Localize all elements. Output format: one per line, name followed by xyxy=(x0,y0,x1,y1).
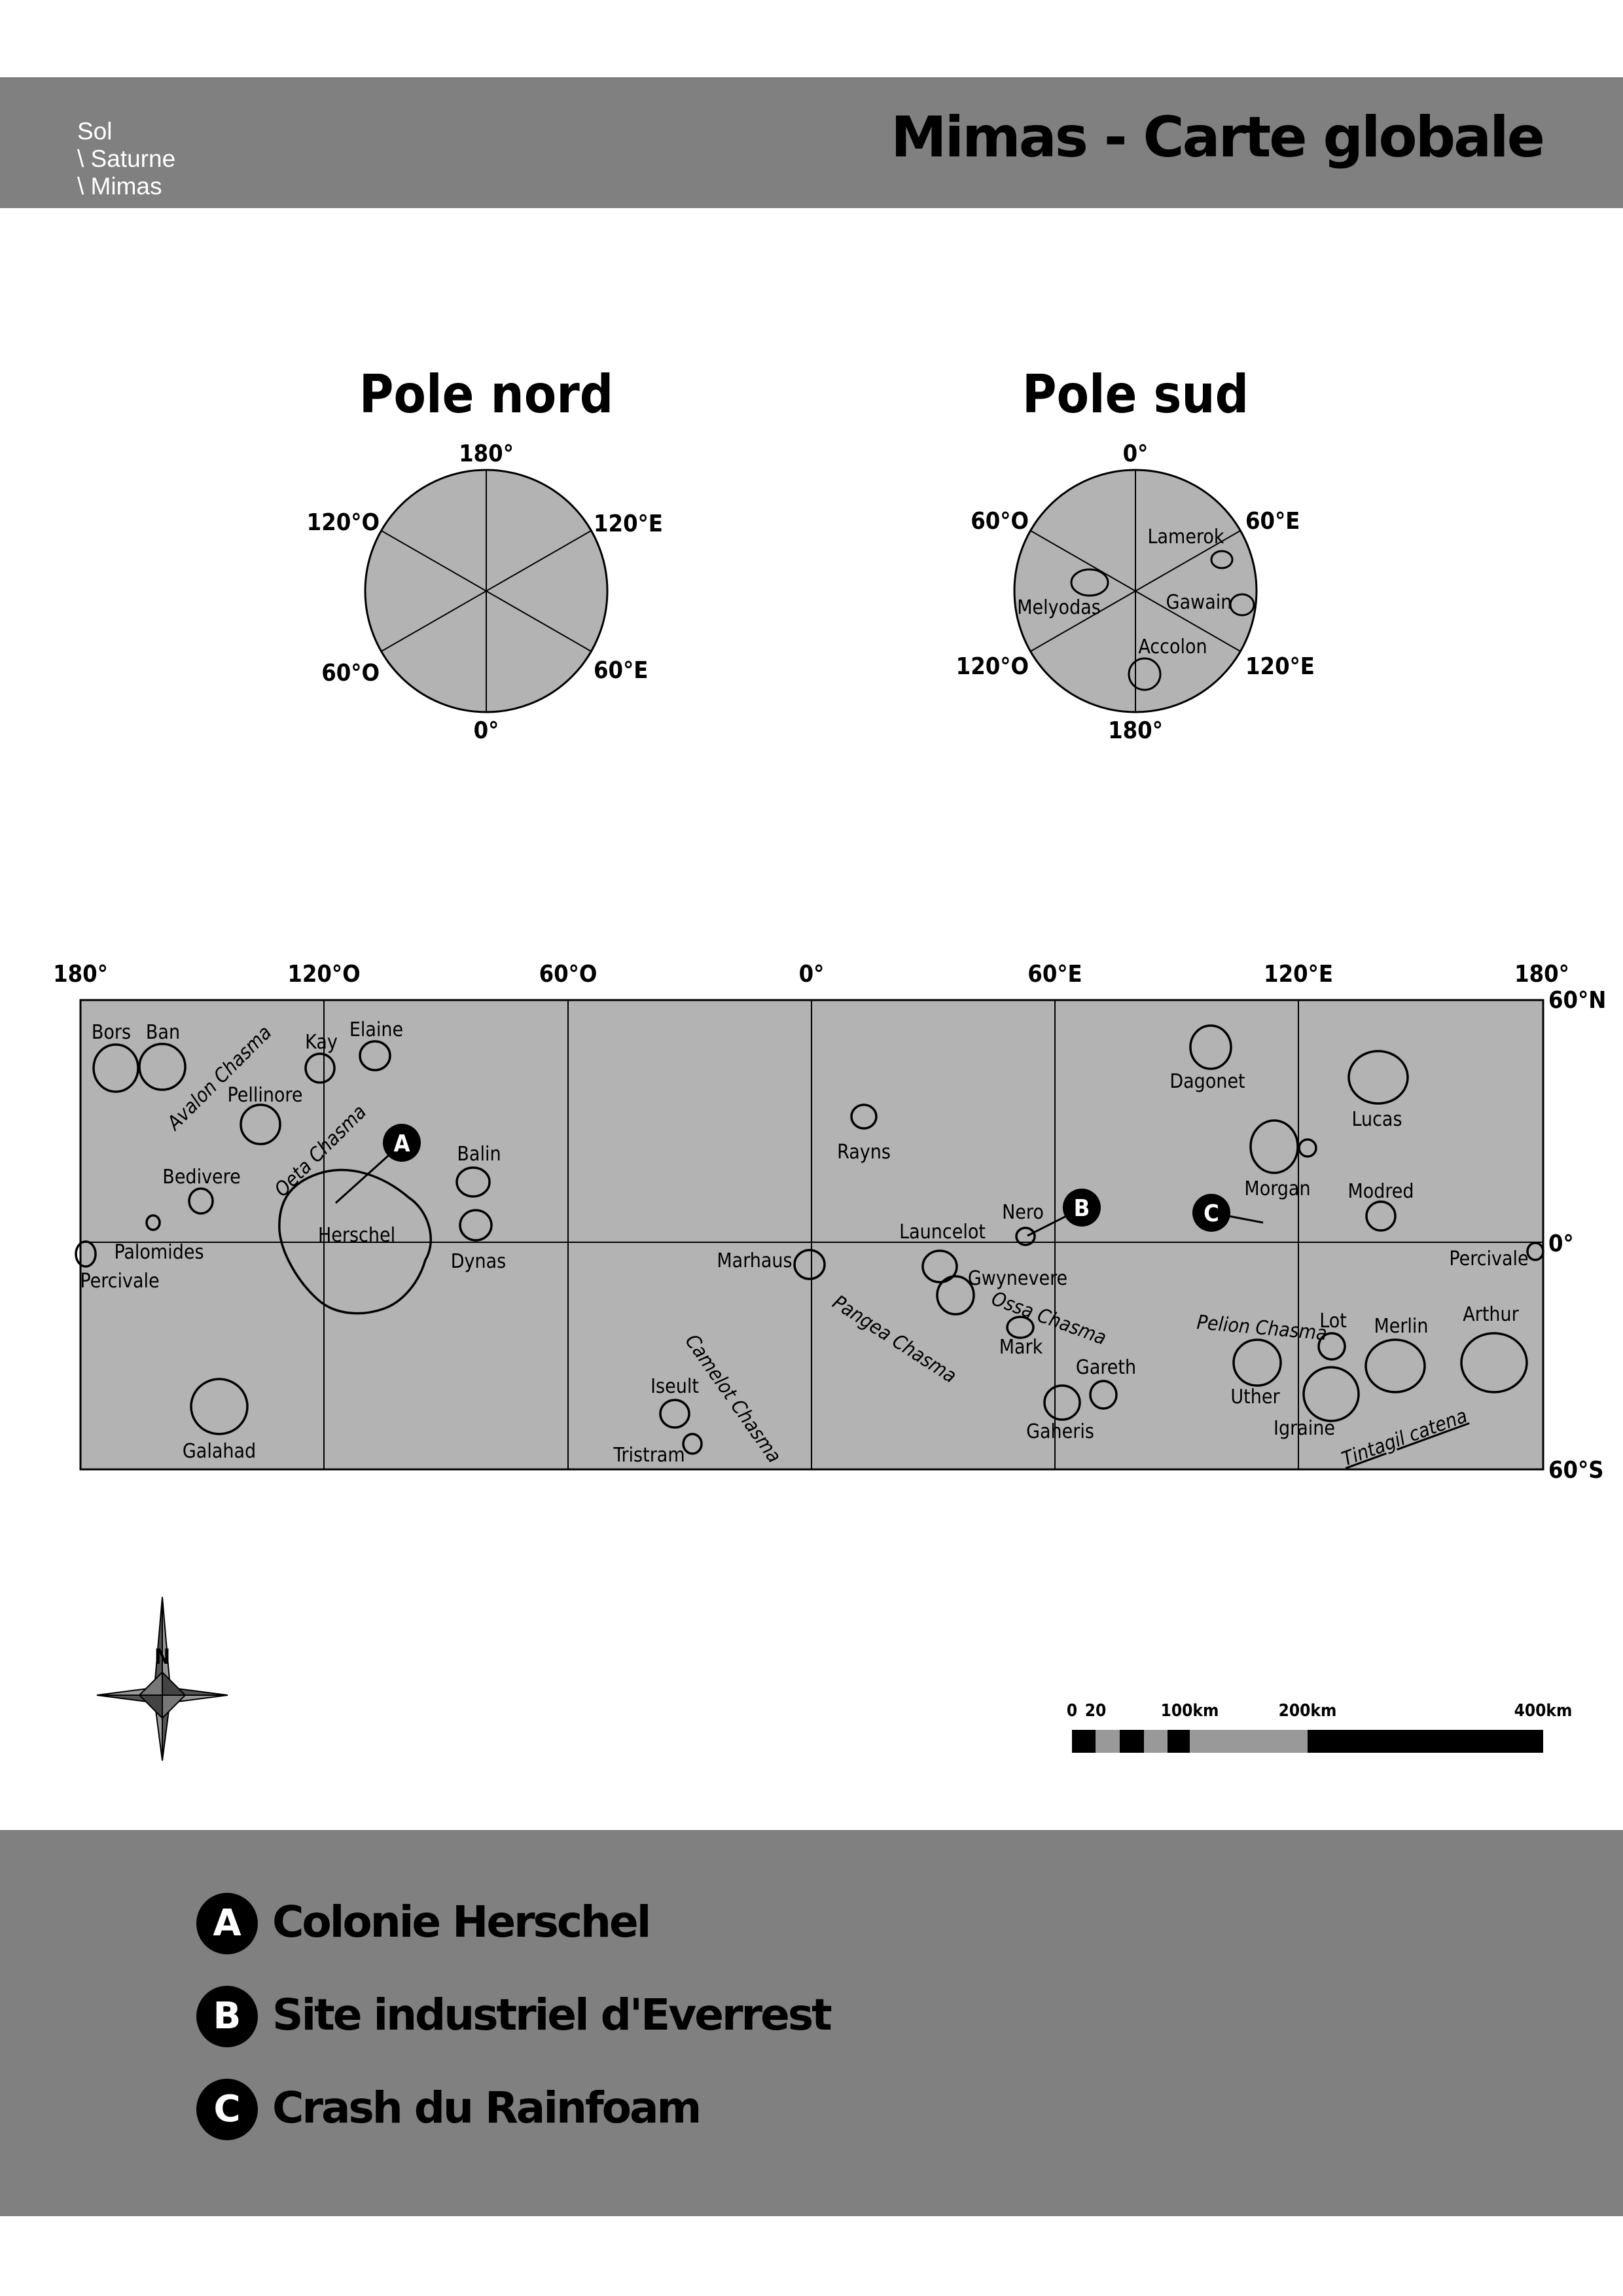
lon-label-0: 0° xyxy=(799,961,825,988)
label-lot: Lot xyxy=(1319,1310,1347,1333)
legend-label-b: Site industriel d'Everrest xyxy=(272,1990,832,2040)
label-percivale-east: Percivale xyxy=(1449,1247,1528,1270)
south-label-60e: 60°E xyxy=(1245,508,1300,535)
label-galahad: Galahad xyxy=(183,1440,256,1463)
north-pole-title: Pole nord xyxy=(359,364,613,425)
lon-label-60o: 60°O xyxy=(539,961,597,988)
lon-label-180w: 180° xyxy=(53,961,108,988)
south-pole-title: Pole sud xyxy=(1022,364,1249,425)
crater-outlines xyxy=(75,1024,1544,1455)
marker-c-label: C xyxy=(1204,1200,1219,1227)
label-gaheris: Gaheris xyxy=(1026,1420,1094,1443)
marker-a-label: A xyxy=(393,1130,410,1157)
south-label-120o: 120°O xyxy=(956,653,1029,680)
scale-label-20: 20 xyxy=(1085,1701,1107,1721)
header-band xyxy=(0,77,1623,208)
label-rayns: Rayns xyxy=(837,1141,891,1164)
label-tristram: Tristram xyxy=(613,1444,685,1467)
north-label-60o: 60°O xyxy=(321,660,380,687)
south-label-60o: 60°O xyxy=(971,508,1029,535)
label-uther: Uther xyxy=(1230,1386,1280,1408)
crater-lamerok-south: Lamerok xyxy=(1147,526,1224,548)
scale-label-400km: 400km xyxy=(1514,1701,1573,1721)
label-igraine: Igraine xyxy=(1274,1417,1335,1440)
marker-b-label: B xyxy=(1074,1195,1090,1222)
compass-rose: N xyxy=(96,1596,228,1761)
label-gwynevere: Gwynevere xyxy=(968,1267,1067,1290)
scale-label-100km: 100km xyxy=(1161,1701,1219,1721)
lon-label-120e: 120°E xyxy=(1264,961,1333,988)
south-label-120e: 120°E xyxy=(1245,653,1315,680)
legend-badge-a: A xyxy=(196,1893,258,1954)
north-pole-map: Pole nord 180° 120°E 60°E 0° 60°O 120°O xyxy=(307,364,663,744)
label-morgan: Morgan xyxy=(1244,1177,1310,1200)
label-mark: Mark xyxy=(999,1336,1043,1359)
legend-band xyxy=(0,1830,1623,2216)
crater-accolon: Accolon xyxy=(1138,636,1207,658)
south-label-0: 0° xyxy=(1123,440,1149,467)
label-marhaus: Marhaus xyxy=(717,1249,792,1272)
label-pellinore: Pellinore xyxy=(228,1084,303,1107)
lat-label-0: 0° xyxy=(1548,1230,1574,1257)
marker-a[interactable]: A xyxy=(334,1124,421,1204)
label-balin: Balin xyxy=(457,1143,501,1166)
label-herschel: Herschel xyxy=(318,1224,395,1247)
breadcrumb-sol[interactable]: Sol xyxy=(77,118,113,145)
label-merlin: Merlin xyxy=(1374,1315,1428,1338)
label-launcelot: Launcelot xyxy=(899,1221,986,1244)
label-elaine: Elaine xyxy=(349,1018,403,1041)
marker-b[interactable]: B xyxy=(1027,1189,1101,1237)
lat-label-60n: 60°N xyxy=(1548,987,1606,1014)
legend-badge-c: C xyxy=(196,2079,258,2140)
lon-label-60e: 60°E xyxy=(1027,961,1082,988)
label-dagonet: Dagonet xyxy=(1169,1070,1245,1093)
label-bors: Bors xyxy=(92,1021,131,1044)
crater-gawain: Gawain xyxy=(1166,591,1232,614)
south-pole-map: Pole sud Lamerok Melyodas Gawain Accolon… xyxy=(956,364,1315,744)
north-label-60e: 60°E xyxy=(594,657,648,684)
lon-label-180e: 180° xyxy=(1514,961,1569,988)
north-label-120e: 120°E xyxy=(594,511,663,537)
compass-north-label: N xyxy=(154,1644,170,1669)
breadcrumb-saturne[interactable]: \ Saturne xyxy=(77,145,176,172)
label-palomides: Palomides xyxy=(114,1241,204,1264)
label-lucas: Lucas xyxy=(1351,1108,1402,1131)
label-modred: Modred xyxy=(1347,1180,1414,1203)
legend-badge-b: B xyxy=(196,1986,258,2047)
page-title: Mimas - Carte globale xyxy=(891,105,1545,170)
label-percivale-west: Percivale xyxy=(80,1270,159,1293)
north-label-0: 0° xyxy=(474,717,499,744)
legend-label-c: Crash du Rainfoam xyxy=(272,2083,702,2133)
south-label-180: 180° xyxy=(1108,717,1163,744)
scale-label-0: 0 xyxy=(1067,1701,1077,1721)
north-label-120o: 120°O xyxy=(307,509,380,536)
breadcrumb-mimas[interactable]: \ Mimas xyxy=(77,173,162,200)
lon-label-120o: 120°O xyxy=(287,961,360,988)
label-gareth: Gareth xyxy=(1076,1356,1136,1379)
label-bedivere: Bedivere xyxy=(162,1166,240,1189)
marker-c[interactable]: C xyxy=(1192,1194,1264,1232)
label-kay: Kay xyxy=(305,1031,338,1054)
label-ban: Ban xyxy=(146,1021,180,1044)
north-label-180: 180° xyxy=(459,440,514,467)
scale-label-200km: 200km xyxy=(1279,1701,1337,1721)
scale-bar: 0 20 100km 200km 400km xyxy=(1067,1701,1573,1753)
label-dynas: Dynas xyxy=(451,1250,506,1273)
crater-melyodas: Melyodas xyxy=(1017,596,1101,619)
global-map: 180° 120°O 60°O 0° 60°E 120°E 180° 60°N … xyxy=(53,961,1606,1484)
label-nero: Nero xyxy=(1002,1201,1044,1224)
legend-label-a: Colonie Herschel xyxy=(272,1897,651,1947)
label-iseult: Iseult xyxy=(651,1375,699,1398)
feature-labels: Bors Ban Kay Elaine Avalon Chasma Pellin… xyxy=(80,1018,1528,1471)
label-arthur: Arthur xyxy=(1463,1303,1519,1326)
lat-label-60s: 60°S xyxy=(1548,1457,1604,1484)
